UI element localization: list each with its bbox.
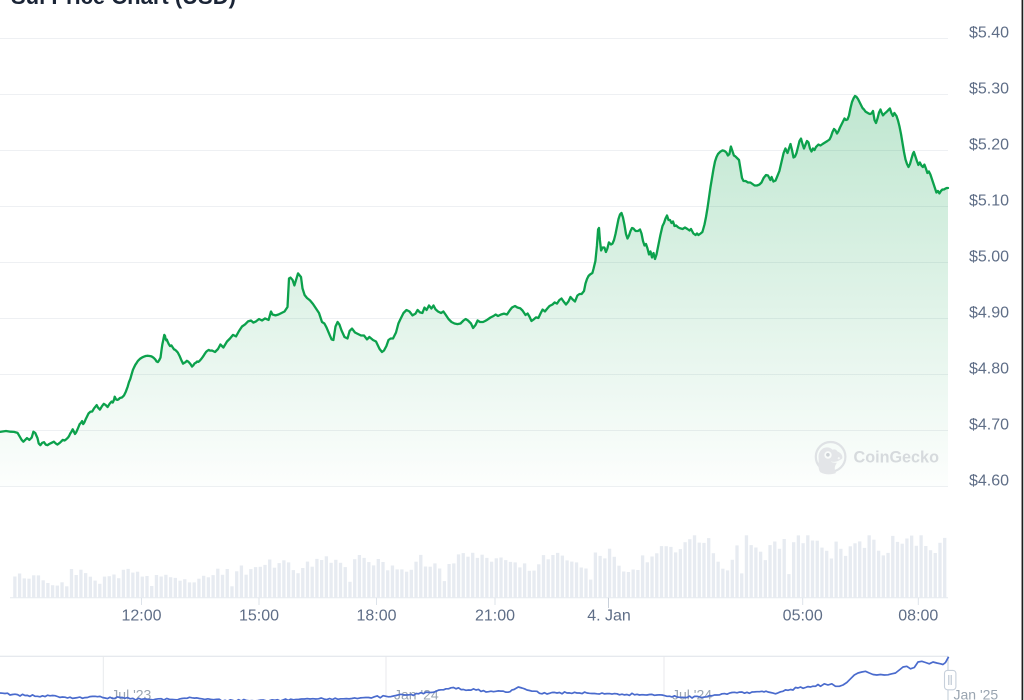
svg-text:$4.70: $4.70 [969,417,1009,434]
svg-text:$4.80: $4.80 [969,361,1009,378]
svg-text:Jul '23: Jul '23 [111,687,151,700]
svg-text:05:00: 05:00 [783,608,823,625]
svg-text:Jan '25: Jan '25 [954,687,999,700]
svg-text:18:00: 18:00 [356,608,396,625]
svg-text:$5.40: $5.40 [969,25,1009,42]
svg-text:Sui Price Chart (USD): Sui Price Chart (USD) [11,0,236,9]
svg-text:4. Jan: 4. Jan [587,608,631,625]
svg-text:$4.60: $4.60 [969,473,1009,490]
svg-text:$5.20: $5.20 [969,137,1009,154]
svg-text:21:00: 21:00 [475,608,515,625]
svg-text:15:00: 15:00 [239,608,279,625]
svg-text:$4.90: $4.90 [969,305,1009,322]
svg-text:$5.30: $5.30 [969,81,1009,98]
svg-text:08:00: 08:00 [898,608,938,625]
svg-text:12:00: 12:00 [121,608,161,625]
svg-text:CoinGecko: CoinGecko [854,449,940,467]
svg-text:$5.10: $5.10 [969,193,1009,210]
svg-text:$5.00: $5.00 [969,249,1009,266]
